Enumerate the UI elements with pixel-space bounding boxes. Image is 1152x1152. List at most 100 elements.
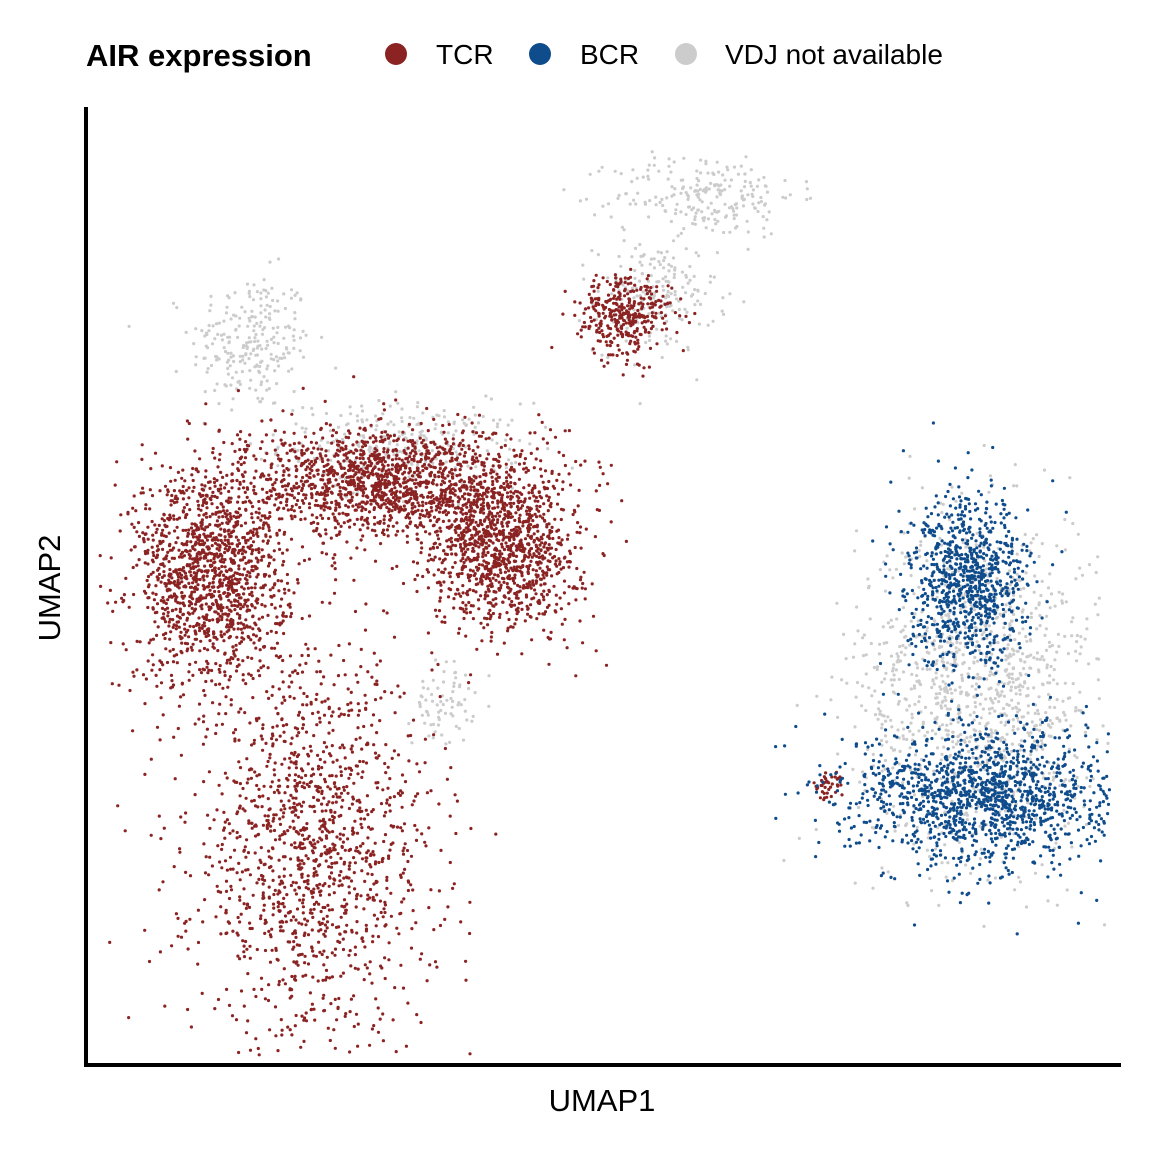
point bbox=[330, 774, 334, 778]
point bbox=[233, 739, 237, 743]
point bbox=[783, 178, 787, 183]
point bbox=[326, 903, 330, 908]
point bbox=[242, 587, 246, 591]
point bbox=[251, 520, 255, 524]
point bbox=[719, 183, 723, 187]
point bbox=[154, 584, 158, 588]
point bbox=[860, 704, 864, 708]
point bbox=[424, 698, 428, 702]
point bbox=[410, 741, 414, 745]
point bbox=[232, 359, 236, 364]
point bbox=[902, 562, 906, 566]
point bbox=[935, 659, 939, 663]
point bbox=[260, 419, 264, 423]
point bbox=[763, 184, 767, 188]
point bbox=[173, 594, 177, 598]
point bbox=[380, 860, 384, 864]
point bbox=[407, 759, 411, 763]
point bbox=[360, 747, 364, 751]
point bbox=[624, 339, 628, 343]
point bbox=[268, 260, 272, 264]
point bbox=[143, 772, 147, 777]
point bbox=[1004, 603, 1008, 607]
point bbox=[372, 743, 376, 747]
point bbox=[111, 609, 115, 614]
point bbox=[278, 837, 282, 841]
point bbox=[1010, 698, 1014, 702]
point bbox=[176, 934, 180, 938]
point bbox=[944, 682, 948, 686]
point bbox=[735, 206, 739, 210]
point bbox=[276, 299, 280, 303]
point bbox=[640, 263, 644, 267]
point bbox=[423, 721, 427, 725]
point bbox=[151, 637, 155, 641]
point bbox=[365, 966, 369, 970]
point bbox=[179, 552, 183, 556]
point bbox=[981, 707, 986, 711]
point bbox=[191, 546, 195, 551]
point bbox=[619, 264, 623, 268]
point bbox=[303, 954, 307, 958]
point bbox=[228, 661, 233, 665]
point bbox=[234, 535, 238, 539]
point bbox=[276, 712, 280, 716]
point bbox=[635, 176, 639, 180]
point bbox=[366, 893, 370, 897]
point bbox=[246, 570, 250, 574]
point bbox=[452, 659, 456, 663]
point bbox=[149, 757, 153, 761]
point bbox=[282, 631, 286, 636]
point bbox=[281, 611, 285, 615]
point bbox=[451, 714, 455, 718]
point bbox=[311, 711, 315, 716]
point bbox=[282, 841, 286, 845]
point bbox=[368, 1043, 372, 1047]
point bbox=[743, 179, 747, 183]
point bbox=[297, 753, 301, 757]
point bbox=[726, 168, 730, 172]
point bbox=[182, 506, 186, 510]
point bbox=[1066, 696, 1070, 701]
point bbox=[293, 293, 297, 297]
point bbox=[229, 867, 233, 871]
point bbox=[915, 666, 920, 670]
point bbox=[1016, 716, 1020, 720]
point bbox=[290, 974, 294, 979]
point bbox=[225, 521, 229, 525]
point bbox=[200, 521, 204, 525]
point bbox=[324, 411, 329, 416]
point bbox=[184, 330, 188, 334]
point bbox=[207, 618, 212, 623]
point bbox=[409, 946, 414, 950]
point bbox=[272, 358, 276, 362]
point bbox=[265, 303, 269, 307]
point bbox=[142, 537, 146, 541]
point bbox=[692, 274, 696, 278]
point bbox=[163, 608, 167, 612]
point bbox=[342, 785, 346, 789]
point bbox=[319, 682, 323, 686]
point bbox=[216, 332, 220, 336]
point bbox=[144, 677, 148, 681]
point bbox=[925, 848, 930, 852]
point bbox=[228, 511, 232, 516]
point bbox=[242, 887, 246, 891]
point bbox=[982, 630, 986, 634]
point bbox=[316, 840, 320, 844]
point bbox=[154, 592, 158, 597]
point bbox=[325, 836, 329, 840]
point bbox=[671, 256, 676, 260]
point bbox=[402, 691, 406, 695]
point bbox=[938, 685, 942, 689]
point bbox=[192, 590, 197, 594]
point bbox=[282, 336, 286, 340]
point bbox=[704, 162, 708, 166]
point bbox=[263, 814, 267, 818]
point bbox=[166, 550, 170, 555]
point bbox=[223, 538, 227, 542]
point bbox=[1052, 668, 1056, 672]
point bbox=[303, 430, 307, 434]
point bbox=[974, 705, 978, 709]
point bbox=[1014, 685, 1018, 690]
